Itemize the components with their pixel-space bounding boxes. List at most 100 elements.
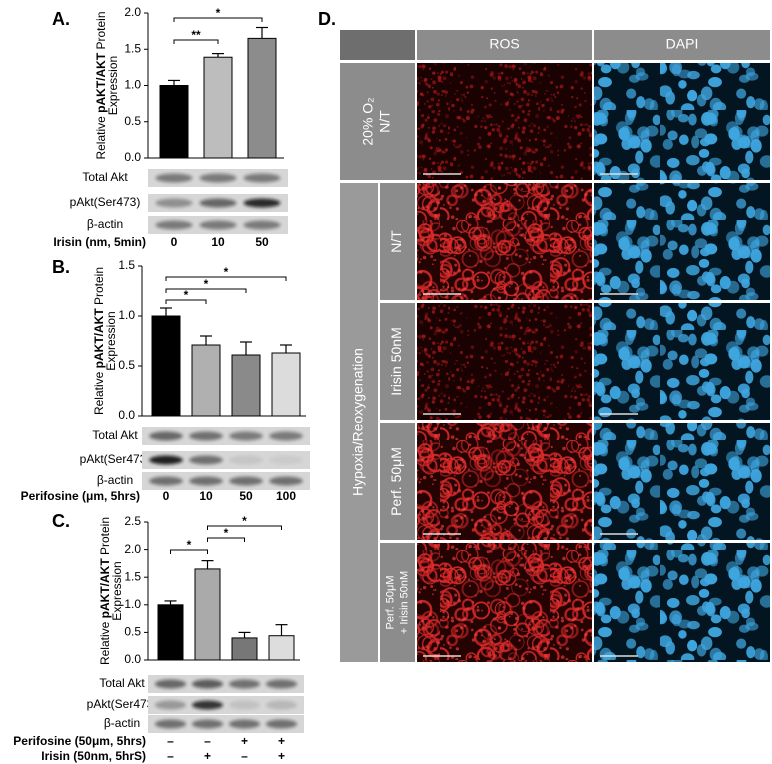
treatment-level: – bbox=[204, 734, 211, 748]
treatment-level: + bbox=[204, 749, 211, 763]
micrograph bbox=[417, 303, 592, 420]
blot-band bbox=[191, 679, 224, 689]
blot-background bbox=[148, 715, 304, 733]
significance-label: * bbox=[216, 6, 221, 20]
panel-label: C. bbox=[52, 511, 70, 531]
blot-background bbox=[142, 427, 310, 445]
treatment-level: 50 bbox=[239, 489, 253, 503]
blot-band bbox=[269, 476, 303, 486]
column-header: ROS bbox=[489, 36, 519, 52]
blot-label: pAkt(Ser473) bbox=[70, 195, 141, 209]
treatment-level: – bbox=[241, 749, 248, 763]
group-label-cell bbox=[340, 183, 378, 662]
blot-label: β-actin bbox=[104, 716, 140, 730]
bar bbox=[194, 568, 221, 661]
blot-band bbox=[265, 679, 298, 689]
row-label-cell bbox=[380, 543, 415, 662]
significance-label: * bbox=[224, 526, 229, 540]
column-header: DAPI bbox=[666, 36, 699, 52]
blot-label: Total Akt bbox=[82, 170, 128, 184]
y-tick-label: 0.5 bbox=[124, 114, 141, 128]
y-axis-label: Relative pAKT/AKT Protein bbox=[98, 517, 112, 665]
blot-band bbox=[155, 198, 193, 208]
blot-band bbox=[199, 220, 237, 230]
blot-background bbox=[148, 696, 304, 714]
blot-label: β-actin bbox=[97, 473, 133, 487]
bar bbox=[151, 315, 181, 417]
row-label: 20% O₂ bbox=[360, 97, 376, 145]
blot-band bbox=[243, 198, 281, 208]
bar bbox=[157, 604, 184, 661]
blot-label: Total Akt bbox=[92, 428, 138, 442]
significance-label: * bbox=[242, 514, 247, 528]
panel-label: A. bbox=[52, 9, 70, 29]
bar bbox=[203, 56, 233, 159]
micrograph bbox=[417, 423, 592, 540]
y-axis-label: Expression bbox=[104, 311, 118, 370]
treatment-level: + bbox=[278, 734, 285, 748]
blot-band bbox=[228, 679, 261, 689]
blot-label: β-actin bbox=[87, 217, 123, 231]
blot-band bbox=[191, 719, 224, 729]
treatment-label: Perifosine (50μm, 5hrs) bbox=[13, 734, 146, 748]
micrograph bbox=[417, 543, 592, 662]
row-label: N/T bbox=[377, 110, 393, 133]
blot-band bbox=[155, 173, 193, 183]
significance-label: ** bbox=[191, 28, 201, 42]
bar bbox=[268, 635, 295, 661]
treatment-label: Irisin (50nm, 5hrS) bbox=[41, 749, 146, 763]
row-label: Perf. 50μM bbox=[388, 447, 404, 516]
blot-band bbox=[199, 173, 237, 183]
y-tick-label: 0.5 bbox=[118, 358, 135, 372]
row-label: Perf. 50μM bbox=[384, 575, 396, 629]
micrograph bbox=[594, 423, 770, 540]
blot-band bbox=[154, 719, 187, 729]
treatment-level: – bbox=[167, 749, 174, 763]
blot-band bbox=[228, 719, 261, 729]
bar bbox=[231, 637, 258, 661]
treatment-level: + bbox=[241, 734, 248, 748]
y-axis-label: Relative pAKT/AKT Protein bbox=[92, 267, 106, 415]
micrograph bbox=[417, 183, 592, 300]
row-label-cell bbox=[340, 63, 415, 180]
y-axis-label: Relative pAKT/AKT Protein bbox=[94, 11, 108, 159]
blot-band bbox=[243, 173, 281, 183]
y-axis-label-part: Protein bbox=[94, 11, 108, 52]
row-label: + Irisin 50nM bbox=[398, 571, 410, 634]
significance-label: * bbox=[184, 288, 189, 302]
blot-band bbox=[189, 455, 223, 465]
y-tick-label: 1.0 bbox=[118, 308, 135, 322]
micrograph bbox=[594, 183, 770, 300]
micrograph bbox=[594, 63, 770, 180]
micrograph bbox=[594, 543, 770, 662]
treatment-level: 0 bbox=[171, 235, 178, 249]
y-tick-label: 2.0 bbox=[124, 542, 141, 556]
panel-label: B. bbox=[52, 257, 70, 277]
y-tick-label: 2.5 bbox=[124, 514, 141, 528]
y-axis-label-part: Relative bbox=[98, 618, 112, 665]
significance-bracket bbox=[207, 537, 245, 542]
y-tick-label: 1.5 bbox=[118, 258, 135, 272]
blot-band bbox=[265, 719, 298, 729]
y-axis-label: Expression bbox=[106, 56, 120, 115]
blot-band bbox=[199, 198, 237, 208]
blot-band bbox=[189, 476, 223, 486]
bar bbox=[271, 352, 301, 417]
blot-band bbox=[189, 431, 223, 441]
y-tick-label: 1.5 bbox=[124, 569, 141, 583]
blot-background bbox=[148, 675, 304, 693]
y-axis-label-part: Protein bbox=[98, 517, 112, 558]
y-axis-label-part: pAKT/AKT bbox=[92, 308, 106, 369]
y-tick-label: 1.0 bbox=[124, 78, 141, 92]
y-tick-label: 2.0 bbox=[124, 5, 141, 19]
significance-label: * bbox=[204, 277, 209, 291]
blot-band bbox=[229, 455, 263, 465]
blot-band bbox=[149, 431, 183, 441]
blot-band bbox=[149, 476, 183, 486]
significance-bracket bbox=[165, 276, 287, 281]
treatment-level: 10 bbox=[199, 489, 213, 503]
significance-bracket bbox=[170, 549, 208, 554]
blot-band bbox=[155, 220, 193, 230]
treatment-label: Perifosine (μm, 5hrs) bbox=[21, 489, 140, 503]
